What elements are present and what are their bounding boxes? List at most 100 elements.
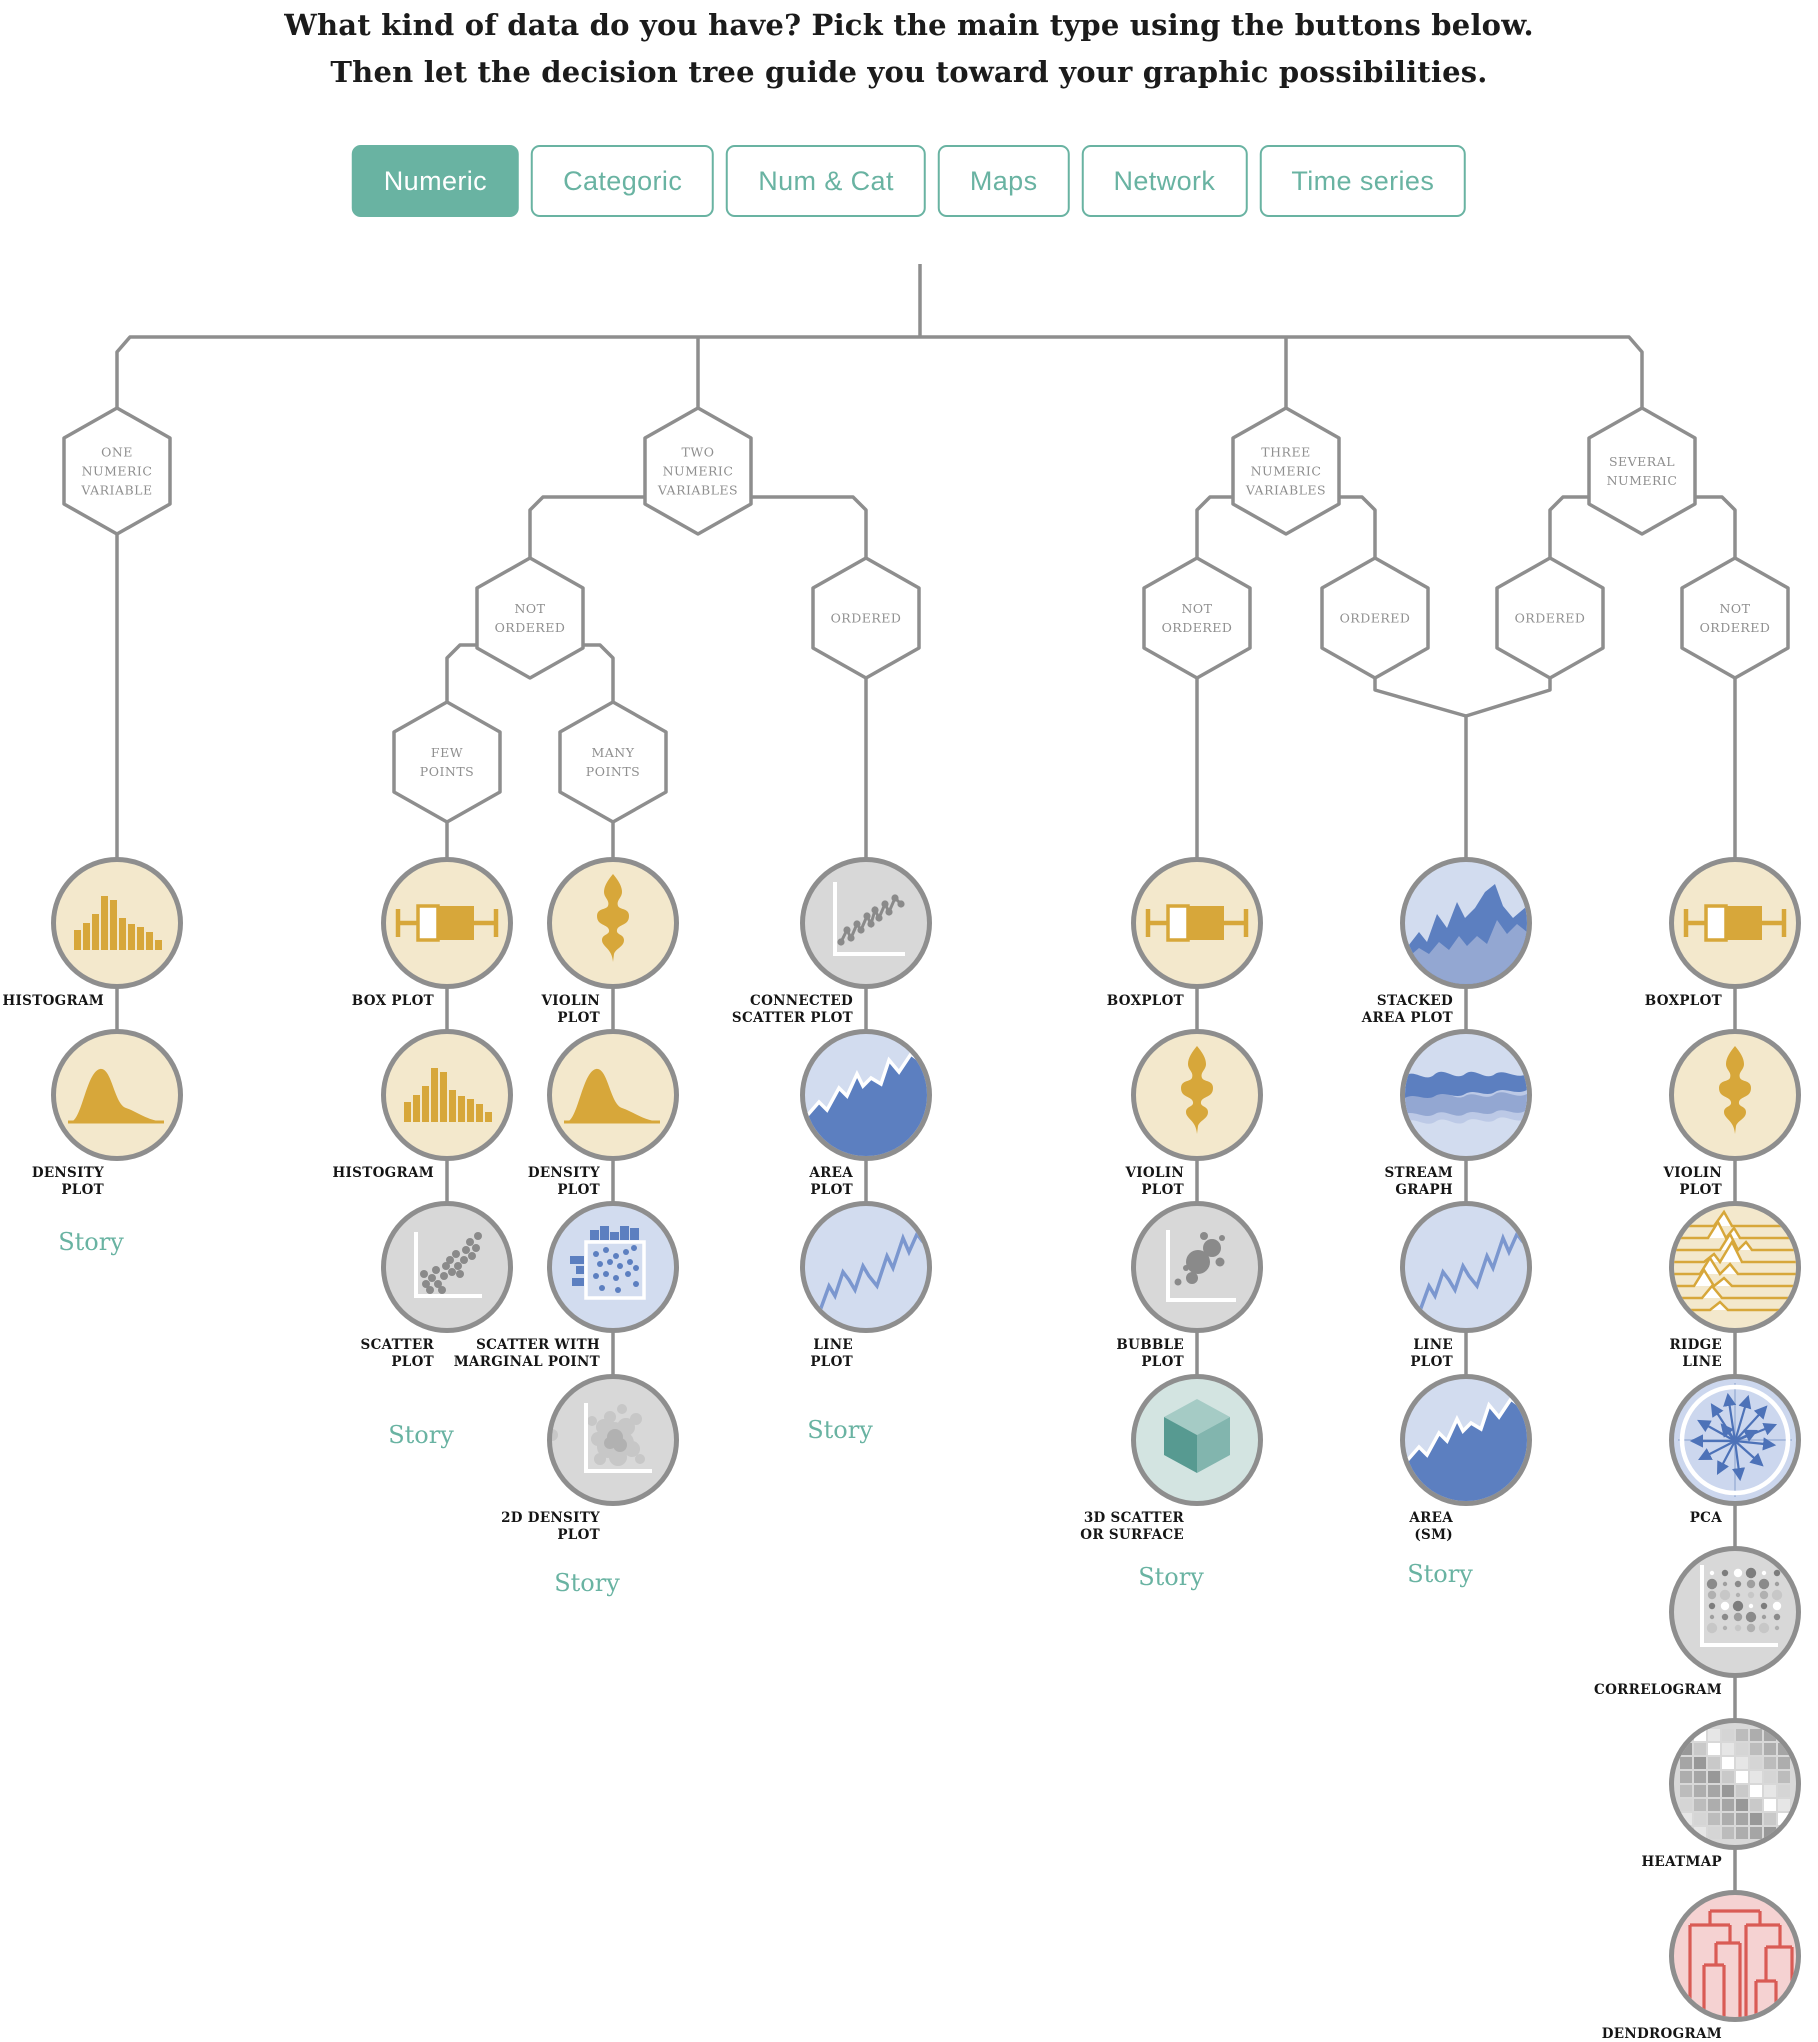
node-label-violin-plot-several: VIOLIN PLOT [1663,1165,1722,1198]
data-type-button-row: Numeric Categoric Num & Cat Maps Network… [351,145,1467,217]
story-link-few-points[interactable]: Story [388,1421,454,1449]
node-correlogram[interactable] [1669,1546,1801,1678]
boxplot-icon [1136,862,1258,984]
boxplot-icon [1674,862,1796,984]
node-label-box-plot: BOX PLOT [351,993,434,1009]
correlogram-icon [1700,1563,1785,1647]
node-label-connected-scatter-plot: CONNECTED SCATTER PLOT [731,993,853,1026]
story-link-many-points[interactable]: Story [554,1569,620,1597]
node-histogram-2[interactable] [381,1029,513,1161]
node-density-plot-2[interactable] [547,1029,679,1161]
node-area-plot[interactable] [800,1029,932,1161]
hexagon-not-ordered-3 [1142,556,1252,680]
node-ridge-line[interactable] [1669,1201,1801,1333]
hex-label-one-numeric: ONE NUMERIC VARIABLE [81,444,153,498]
area-sm-icon [1405,1397,1527,1501]
hex-label-not-ordered-3: NOT ORDERED [1161,601,1233,635]
node-line-plot-2[interactable] [1400,1201,1532,1333]
hexagon-ordered-3 [1320,556,1430,680]
scatter-with-marginal-point-icon [568,1224,646,1300]
connected-scatter-plot-icon [833,880,907,956]
node-label-boxplot-several: BOXPLOT [1644,993,1722,1009]
node-pca[interactable] [1669,1374,1801,1506]
violin-plot-icon [1719,1046,1751,1134]
hexagon-ordered-several [1495,556,1605,680]
node-label-3d-scatter-or-surface: 3D SCATTER OR SURFACE [1080,1510,1184,1543]
button-time-series[interactable]: Time series [1259,145,1467,217]
hex-label-not-ordered-2: NOT ORDERED [494,601,566,635]
node-line-plot[interactable] [800,1201,932,1333]
node-scatter-with-marginal-point[interactable] [547,1201,679,1333]
node-label-area-sm: AREA (SM) [1409,1510,1453,1543]
2d-density-plot-icon [552,1401,654,1473]
story-link-three-numeric[interactable]: Story [1138,1563,1204,1591]
node-label-line-plot-2: LINE PLOT [1410,1337,1453,1370]
hexagon-one-numeric-variable [62,406,172,536]
node-label-stream-graph: STREAM GRAPH [1384,1165,1453,1198]
node-bubble-plot[interactable] [1131,1201,1263,1333]
node-heatmap[interactable] [1669,1718,1801,1850]
story-link-one-numeric[interactable]: Story [58,1228,124,1256]
node-2d-density-plot[interactable] [547,1374,679,1506]
node-3d-scatter-or-surface[interactable] [1131,1374,1263,1506]
button-numeric[interactable]: Numeric [351,145,520,217]
button-categoric[interactable]: Categoric [531,145,715,217]
hex-label-few-points: FEW POINTS [419,745,475,779]
node-label-scatter-plot: SCATTER PLOT [360,1337,434,1370]
line-plot-icon [807,1232,925,1312]
heatmap-icon [1680,1729,1790,1839]
hexagon-several-numeric [1587,406,1697,536]
node-violin-plot[interactable] [547,857,679,989]
story-link-ordered[interactable]: Story [1407,1560,1473,1588]
scatter-plot-icon [414,1230,484,1298]
node-label-dendrogram: DENDROGRAM [1601,2026,1722,2042]
hexagon-many-points [558,700,668,824]
hexagon-two-numeric-variables [643,406,753,536]
node-label-correlogram: CORRELOGRAM [1594,1682,1722,1698]
node-violin-plot-3num[interactable] [1131,1029,1263,1161]
violin-plot-icon [597,874,629,962]
story-link-two-numeric-ordered[interactable]: Story [807,1416,873,1444]
node-label-histogram-2: HISTOGRAM [332,1165,434,1181]
histogram-icon [74,896,162,950]
node-violin-plot-several[interactable] [1669,1029,1801,1161]
header-line-2: Then let the decision tree guide you tow… [330,55,1488,89]
node-label-2d-density-plot: 2D DENSITY PLOT [501,1510,600,1543]
3d-scatter-icon [1164,1399,1230,1473]
node-label-violin-plot-3num: VIOLIN PLOT [1125,1165,1184,1198]
node-label-heatmap: HEATMAP [1641,1854,1722,1870]
node-dendrogram[interactable] [1669,1890,1801,2022]
dendrogram-icon [1688,1909,1794,2017]
button-maps[interactable]: Maps [937,145,1070,217]
node-density-plot[interactable] [51,1029,183,1161]
hex-label-two-numeric: TWO NUMERIC VARIABLES [657,444,739,498]
node-label-boxplot-3num: BOXPLOT [1106,993,1184,1009]
line-plot-icon [1407,1232,1525,1312]
pca-icon [1674,1379,1796,1501]
button-num-and-cat[interactable]: Num & Cat [726,145,926,217]
node-box-plot[interactable] [381,857,513,989]
density-plot-icon [562,1067,662,1124]
hex-label-ordered-2: ORDERED [830,610,902,626]
hexagon-three-numeric-variables [1231,406,1341,536]
hex-label-many-points: MANY POINTS [585,745,641,779]
node-stacked-area-plot[interactable] [1400,857,1532,989]
density-plot-icon [66,1067,166,1124]
node-label-density-plot-2: DENSITY PLOT [527,1165,600,1198]
node-connected-scatter-plot[interactable] [800,857,932,989]
node-area-sm[interactable] [1400,1374,1532,1506]
node-stream-graph[interactable] [1400,1029,1532,1161]
node-histogram[interactable] [51,857,183,989]
box-plot-icon [386,862,508,984]
node-label-line-plot: LINE PLOT [810,1337,853,1370]
node-boxplot-several[interactable] [1669,857,1801,989]
node-boxplot-3num[interactable] [1131,857,1263,989]
hex-label-ordered-3: ORDERED [1339,610,1411,626]
node-scatter-plot[interactable] [381,1201,513,1333]
violin-plot-icon [1181,1046,1213,1134]
node-label-pca: PCA [1689,1510,1722,1526]
button-network[interactable]: Network [1081,145,1248,217]
hex-label-three-numeric: THREE NUMERIC VARIABLES [1245,444,1327,498]
hexagon-few-points [392,700,502,824]
